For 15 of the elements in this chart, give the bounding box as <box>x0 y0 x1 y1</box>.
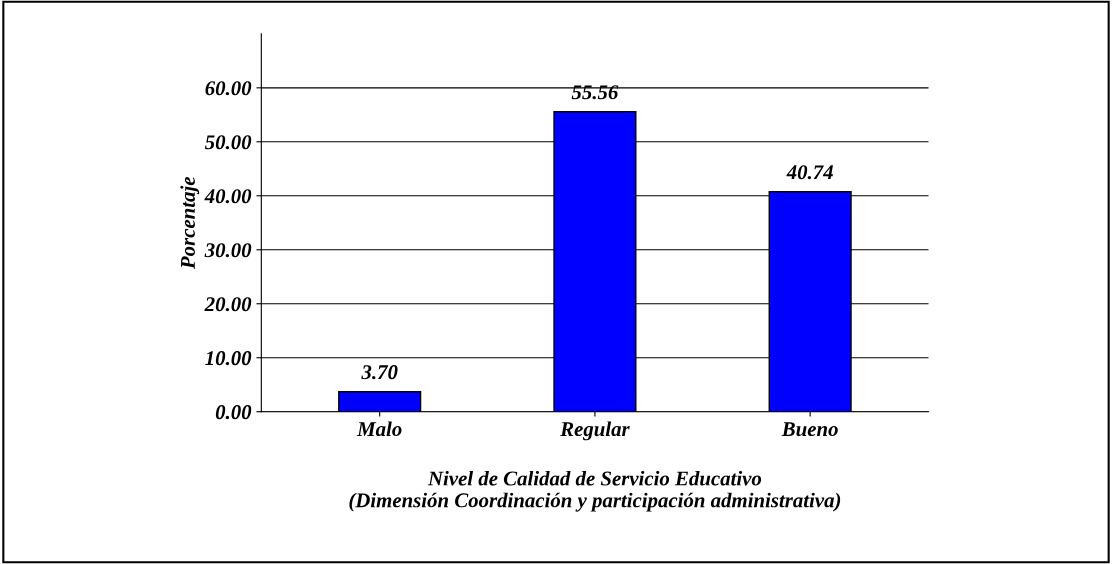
data-label: 40.74 <box>786 165 833 180</box>
x-tick-label: Regular <box>560 421 630 441</box>
y-tick-label: 20.00 <box>204 297 252 312</box>
x-axis-title: Nivel de Calidad de Servicio Educativo (Dimensión Coordinación y participación administrativa) <box>349 470 841 512</box>
y-tick-label: 30.00 <box>204 243 252 258</box>
y-tick-label: 10.00 <box>205 351 252 366</box>
y-tick-label: 0.00 <box>215 405 252 420</box>
data-label: 3.70 <box>361 365 398 380</box>
data-label: 55.56 <box>571 85 619 100</box>
y-tick-label: 40.00 <box>204 189 252 204</box>
y-tick-label: 50.00 <box>204 135 252 150</box>
y-axis-title: Porcentaje <box>180 176 200 270</box>
x-tick-label: Bueno <box>781 422 838 437</box>
y-tick-label: 60.00 <box>205 81 252 96</box>
x-tick-label: Malo <box>356 421 402 437</box>
